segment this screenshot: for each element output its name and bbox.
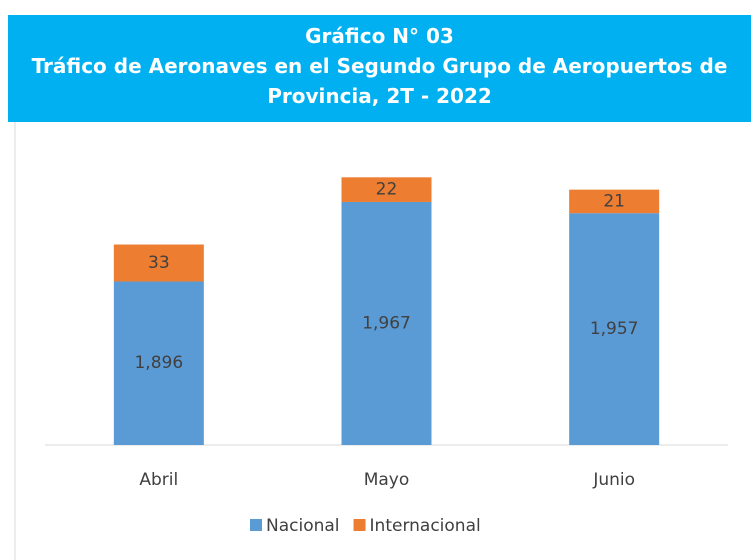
title-band: Gráfico N° 03 Tráfico de Aeronaves en el… bbox=[8, 15, 751, 122]
data-label: 1,967 bbox=[362, 313, 411, 333]
x-tick-label: Junio bbox=[592, 470, 635, 490]
bar-segment bbox=[113, 244, 204, 282]
chart-title: Gráfico N° 03 bbox=[305, 24, 454, 48]
data-label: 22 bbox=[376, 180, 398, 200]
legend-label: Internacional bbox=[370, 516, 481, 536]
bar-segment bbox=[341, 201, 432, 445]
legend-label: Nacional bbox=[266, 516, 340, 536]
data-label: 1,957 bbox=[590, 319, 639, 339]
x-tick-label: Mayo bbox=[364, 470, 410, 490]
data-label: 1,896 bbox=[134, 353, 183, 373]
bar-segment bbox=[569, 213, 660, 445]
bar-segment bbox=[341, 177, 432, 202]
data-label: 21 bbox=[603, 191, 625, 211]
bar-segment bbox=[113, 281, 204, 445]
x-tick-label: Abril bbox=[139, 470, 178, 490]
data-label: 33 bbox=[148, 253, 170, 273]
legend-swatch bbox=[353, 519, 366, 531]
legend-swatch bbox=[250, 519, 262, 531]
bar-segment bbox=[569, 189, 660, 214]
chart-subtitle: Tráfico de Aeronaves en el Segundo Grupo… bbox=[31, 54, 728, 108]
